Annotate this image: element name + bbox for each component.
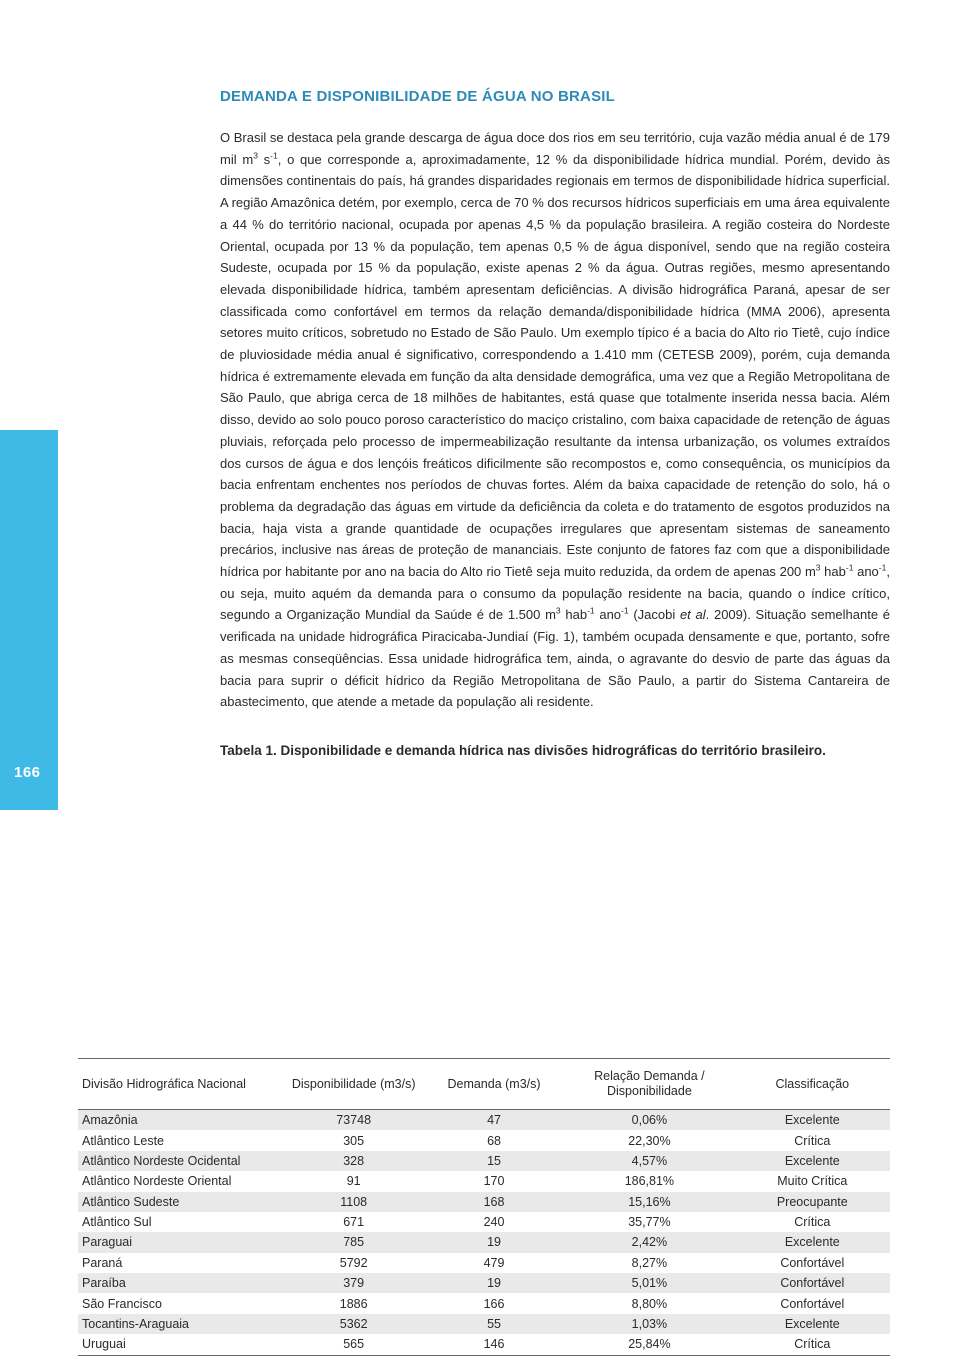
- table-cell: 1,03%: [564, 1314, 734, 1334]
- table-cell: Excelente: [735, 1314, 890, 1334]
- table-cell: 305: [284, 1130, 424, 1150]
- table-row: Tocantins-Araguaia5362551,03%Excelente: [78, 1314, 890, 1334]
- table-cell: Excelente: [735, 1151, 890, 1171]
- table-cell: 2,42%: [564, 1232, 734, 1252]
- table-cell: Tocantins-Araguaia: [78, 1314, 284, 1334]
- table-cell: Atlântico Nordeste Ocidental: [78, 1151, 284, 1171]
- table-cell: Confortável: [735, 1273, 890, 1293]
- table-header-row: Divisão Hidrográfica Nacional Disponibil…: [78, 1059, 890, 1110]
- table-cell: Excelente: [735, 1110, 890, 1131]
- page-number: 166: [14, 764, 41, 781]
- table-cell: Paraná: [78, 1253, 284, 1273]
- table-cell: 168: [424, 1192, 564, 1212]
- col-header-class: Classificação: [735, 1059, 890, 1110]
- col-header-demand: Demanda (m3/s): [424, 1059, 564, 1110]
- table-cell: Confortável: [735, 1253, 890, 1273]
- table-cell: 8,27%: [564, 1253, 734, 1273]
- water-table: Divisão Hidrográfica Nacional Disponibil…: [78, 1058, 890, 1356]
- table-cell: São Francisco: [78, 1293, 284, 1313]
- table-cell: Crítica: [735, 1212, 890, 1232]
- table-row: Atlântico Leste3056822,30%Crítica: [78, 1130, 890, 1150]
- col-header-ratio: Relação Demanda / Disponibilidade: [564, 1059, 734, 1110]
- main-content: DEMANDA E DISPONIBILIDADE DE ÁGUA NO BRA…: [220, 88, 890, 761]
- table-cell: Atlântico Sudeste: [78, 1192, 284, 1212]
- table-cell: Uruguai: [78, 1334, 284, 1355]
- table-cell: Crítica: [735, 1130, 890, 1150]
- table-row: Paraguai785192,42%Excelente: [78, 1232, 890, 1252]
- table-cell: Paraguai: [78, 1232, 284, 1252]
- table-caption: Tabela 1. Disponibilidade e demanda hídr…: [220, 741, 890, 761]
- table-cell: Atlântico Leste: [78, 1130, 284, 1150]
- table-row: Uruguai56514625,84%Crítica: [78, 1334, 890, 1355]
- table-cell: 19: [424, 1273, 564, 1293]
- table-cell: 55: [424, 1314, 564, 1334]
- table-row: São Francisco18861668,80%Confortável: [78, 1293, 890, 1313]
- table-cell: Preocupante: [735, 1192, 890, 1212]
- table-row: Atlântico Nordeste Oriental91170186,81%M…: [78, 1171, 890, 1191]
- table-row: Paraíba379195,01%Confortável: [78, 1273, 890, 1293]
- table-cell: 671: [284, 1212, 424, 1232]
- table-cell: 1108: [284, 1192, 424, 1212]
- table-cell: 22,30%: [564, 1130, 734, 1150]
- table-row: Amazônia73748470,06%Excelente: [78, 1110, 890, 1131]
- table-cell: 5792: [284, 1253, 424, 1273]
- table-row: Atlântico Sudeste110816815,16%Preocupant…: [78, 1192, 890, 1212]
- table-cell: Atlântico Sul: [78, 1212, 284, 1232]
- table-cell: 5362: [284, 1314, 424, 1334]
- table-cell: Confortável: [735, 1293, 890, 1313]
- table-cell: Atlântico Nordeste Oriental: [78, 1171, 284, 1191]
- chapter-prefix: CAPÍTULO: [19, 526, 36, 614]
- table-cell: 328: [284, 1151, 424, 1171]
- table-cell: 170: [424, 1171, 564, 1191]
- table-cell: 240: [424, 1212, 564, 1232]
- col-header-availability: Disponibilidade (m3/s): [284, 1059, 424, 1110]
- table-cell: 565: [284, 1334, 424, 1355]
- body-text: O Brasil se destaca pela grande descarga…: [220, 127, 890, 713]
- table-cell: 186,81%: [564, 1171, 734, 1191]
- table-cell: 15: [424, 1151, 564, 1171]
- chapter-label: CAPÍTULO 10: [19, 486, 36, 636]
- table-row: Atlântico Sul67124035,77%Crítica: [78, 1212, 890, 1232]
- table-cell: 8,80%: [564, 1293, 734, 1313]
- col-header-division: Divisão Hidrográfica Nacional: [78, 1059, 284, 1110]
- table-cell: 19: [424, 1232, 564, 1252]
- table-cell: 379: [284, 1273, 424, 1293]
- table-cell: 25,84%: [564, 1334, 734, 1355]
- table-cell: 73748: [284, 1110, 424, 1131]
- table-cell: 785: [284, 1232, 424, 1252]
- table-cell: 146: [424, 1334, 564, 1355]
- table-cell: 91: [284, 1171, 424, 1191]
- table-cell: 47: [424, 1110, 564, 1131]
- table-row: Paraná57924798,27%Confortável: [78, 1253, 890, 1273]
- table-cell: 166: [424, 1293, 564, 1313]
- table-cell: 68: [424, 1130, 564, 1150]
- chapter-number: 10: [19, 507, 36, 526]
- table-cell: 4,57%: [564, 1151, 734, 1171]
- sidebar: CAPÍTULO 10 166: [0, 0, 58, 1354]
- table-row: Atlântico Nordeste Ocidental328154,57%Ex…: [78, 1151, 890, 1171]
- table-cell: 15,16%: [564, 1192, 734, 1212]
- table-cell: 1886: [284, 1293, 424, 1313]
- table-cell: 5,01%: [564, 1273, 734, 1293]
- table-cell: Paraíba: [78, 1273, 284, 1293]
- table-cell: Crítica: [735, 1334, 890, 1355]
- section-title: DEMANDA E DISPONIBILIDADE DE ÁGUA NO BRA…: [220, 88, 890, 105]
- table-cell: Excelente: [735, 1232, 890, 1252]
- table-cell: Amazônia: [78, 1110, 284, 1131]
- table-cell: 0,06%: [564, 1110, 734, 1131]
- table-cell: 35,77%: [564, 1212, 734, 1232]
- table-cell: 479: [424, 1253, 564, 1273]
- table-cell: Muito Crítica: [735, 1171, 890, 1191]
